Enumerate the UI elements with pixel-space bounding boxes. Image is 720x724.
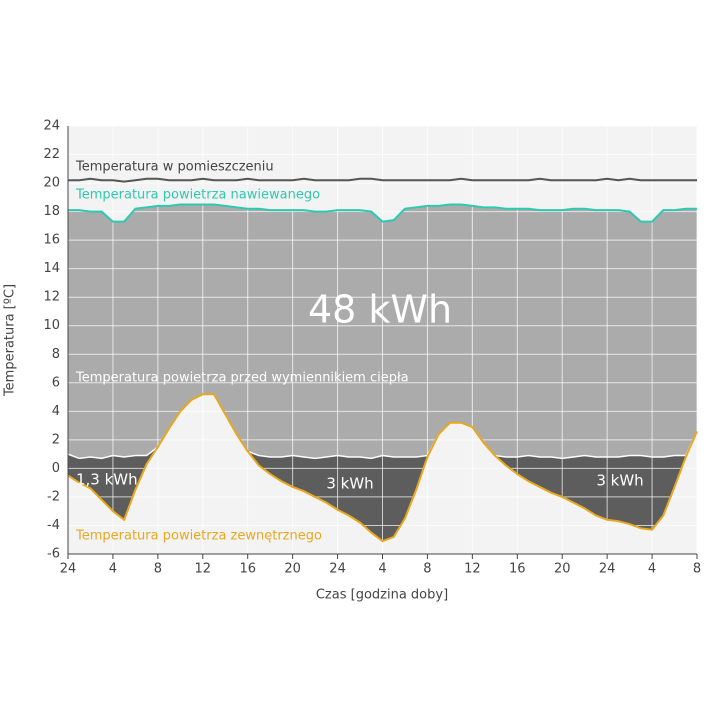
y-tick-label: 2: [52, 432, 60, 447]
y-tick-label: 6: [52, 375, 60, 390]
y-tick-label: 8: [52, 347, 60, 362]
series-label: Temperatura powietrza zewnętrznego: [75, 529, 322, 544]
lines: [67, 177, 698, 543]
y-tick-label: -4: [47, 518, 60, 533]
annotation: 1,3 kWh: [76, 471, 138, 489]
y-tick-label: 24: [43, 119, 60, 134]
y-tick-label: 0: [52, 461, 60, 476]
y-tick-label: 10: [43, 318, 60, 333]
y-tick-label: -2: [47, 489, 60, 504]
x-tick-label: 12: [195, 562, 212, 577]
x-tick-label: 8: [693, 562, 701, 577]
series-line: [68, 177, 697, 183]
x-tick-label: 20: [284, 562, 301, 577]
y-tick-label: 12: [43, 290, 60, 305]
x-tick-label: 12: [464, 562, 481, 577]
x-tick-label: 24: [60, 562, 77, 577]
x-tick-label: 4: [378, 562, 386, 577]
series-label: Temperatura powietrza przed wymiennikiem…: [75, 371, 409, 386]
series-line: [68, 203, 697, 223]
x-tick-label: 24: [599, 562, 616, 577]
y-tick-label: 18: [43, 204, 60, 219]
y-axis-label: Temperatura [ºC]: [3, 284, 18, 397]
y-tick-label: 22: [43, 147, 60, 162]
y-tick-label: 4: [52, 404, 60, 419]
x-tick-label: 16: [239, 562, 256, 577]
annotation: 3 kWh: [596, 472, 643, 490]
x-tick-label: 4: [648, 562, 656, 577]
x-tick-label: 8: [423, 562, 431, 577]
y-tick-label: -6: [47, 547, 60, 562]
annotation: 48 kWh: [308, 288, 452, 332]
y-tick-label: 20: [43, 176, 60, 191]
y-tick-label: 16: [43, 233, 60, 248]
x-tick-label: 24: [329, 562, 346, 577]
x-tick-label: 20: [554, 562, 571, 577]
series-label: Temperatura powietrza nawiewanego: [75, 188, 320, 203]
x-tick-label: 16: [509, 562, 526, 577]
y-tick-label: 14: [43, 261, 60, 276]
x-tick-label: 4: [109, 562, 117, 577]
x-axis-label: Czas [godzina doby]: [316, 588, 448, 603]
series-line: [67, 393, 698, 543]
x-tick-label: 8: [154, 562, 162, 577]
series-label: Temperatura w pomieszczeniu: [75, 160, 274, 175]
annotation: 3 kWh: [326, 475, 373, 493]
